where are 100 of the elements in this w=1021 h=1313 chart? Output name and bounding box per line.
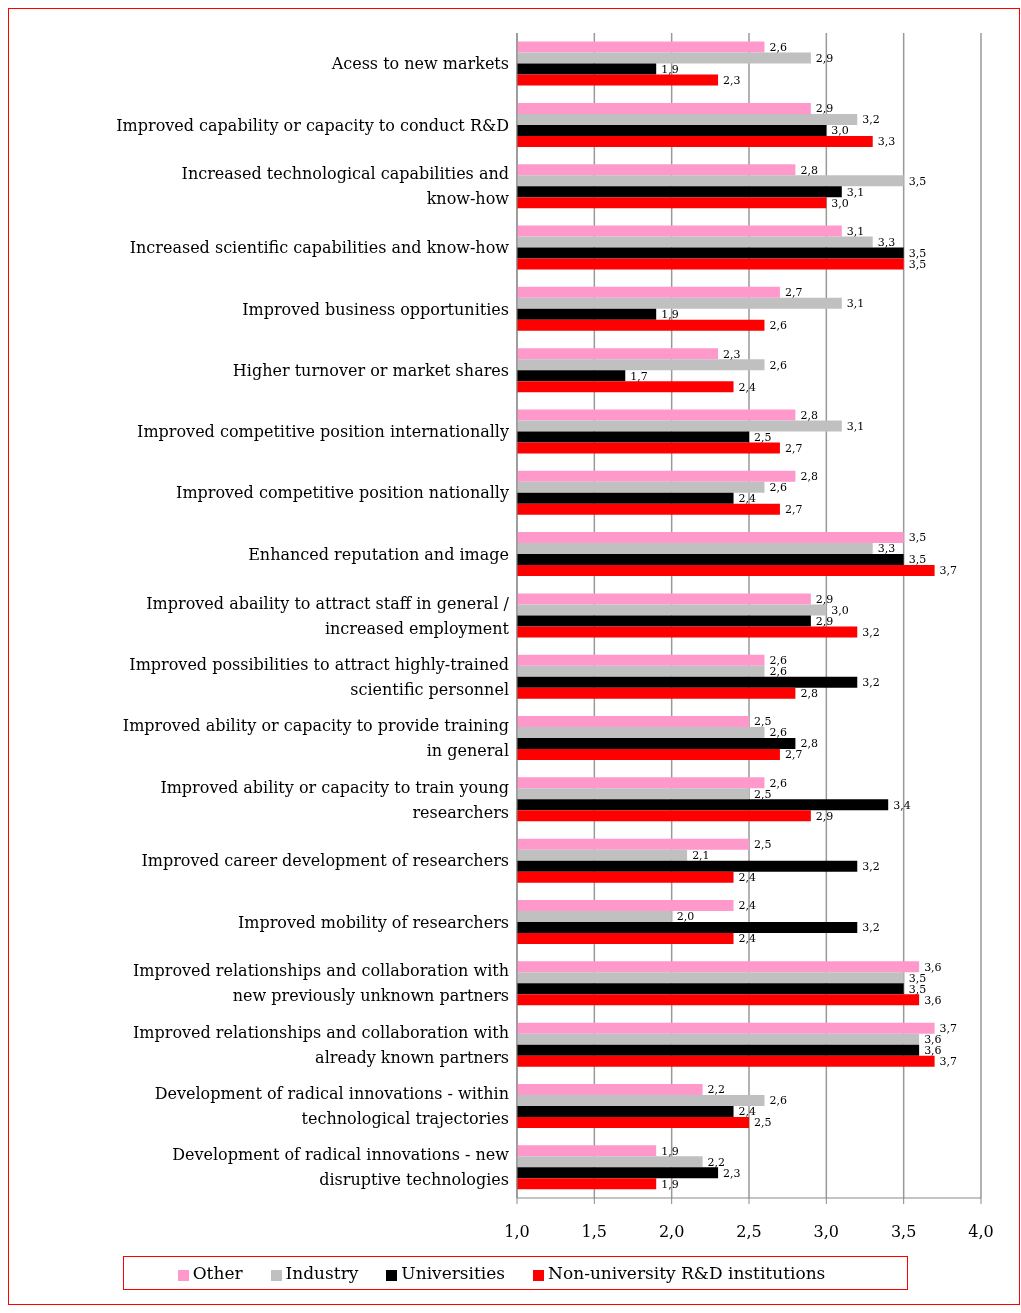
data-label: 2,4: [738, 932, 757, 946]
data-label: 2,6: [769, 319, 787, 333]
data-label: 2,4: [738, 380, 757, 394]
data-label: 2,6: [769, 654, 787, 668]
y-tick-label: Improved possibilities to attract highly-trained scientific personnel: [129, 654, 509, 699]
y-tick-label: Increased technological capabilities and know-how: [181, 164, 510, 209]
data-label: 2,8: [800, 737, 818, 751]
data-label: 1,7: [630, 369, 648, 383]
data-label: 2,5: [754, 430, 772, 444]
data-label: 2,7: [784, 748, 803, 762]
legend-label: Industry: [285, 1263, 359, 1283]
data-label: 3,2: [862, 921, 880, 935]
x-tick-label: 3,5: [890, 1222, 917, 1242]
data-label: 2,2: [707, 1083, 726, 1097]
data-label: 3,1: [846, 224, 865, 238]
data-label: 2,8: [800, 163, 818, 177]
data-label: 2,3: [723, 73, 741, 87]
data-label: 2,8: [800, 687, 818, 701]
x-tick-label: 1,0: [504, 1222, 530, 1242]
data-label: 2,6: [769, 665, 787, 679]
data-label: 2,8: [800, 408, 818, 422]
y-tick-label: Improved mobility of researchers: [237, 912, 509, 932]
data-label: 3,5: [908, 553, 927, 567]
data-label: 2,5: [754, 715, 772, 729]
data-label: 2,6: [769, 40, 787, 54]
data-label: 2,9: [815, 592, 834, 606]
data-label: 3,3: [877, 235, 896, 249]
data-label: 3,2: [862, 625, 880, 639]
data-label: 3,5: [908, 971, 927, 985]
y-tick-label: Improved relationships and collaboration with new previously unknown partners: [133, 961, 509, 1006]
legend-label: Universities: [401, 1263, 506, 1283]
x-tick-label: 3,0: [813, 1222, 840, 1242]
data-label: 3,1: [846, 185, 865, 199]
data-label: 2,9: [815, 102, 834, 116]
y-tick-label: Improved competitive position nationally: [176, 483, 509, 503]
x-tick-label: 2,0: [658, 1222, 685, 1242]
data-label: 2,7: [784, 441, 803, 455]
data-label: 2,7: [784, 286, 803, 300]
data-label: 3,5: [908, 246, 927, 260]
data-label: 2,9: [815, 809, 834, 823]
data-label: 2,2: [707, 1155, 726, 1169]
data-label: 2,9: [815, 51, 834, 65]
y-tick-label: Enhanced reputation and image: [248, 544, 509, 564]
data-label: 2,4: [738, 1105, 757, 1119]
data-label: 3,2: [862, 113, 880, 127]
data-label: 3,2: [862, 860, 880, 874]
data-label: 2,8: [800, 470, 818, 484]
data-label: 3,7: [939, 564, 958, 578]
y-tick-label: Acess to new markets: [330, 54, 509, 74]
data-label: 2,9: [815, 614, 834, 628]
data-label: 3,5: [908, 531, 927, 545]
y-tick-label: Improved competitive position internationally: [137, 422, 509, 442]
data-label: 3,2: [862, 676, 880, 690]
data-label: 2,6: [769, 1094, 787, 1108]
data-label: 2,4: [738, 871, 757, 885]
data-label: 1,9: [661, 308, 679, 322]
y-tick-label: Improved ability or capacity to provide training in general: [122, 716, 509, 761]
legend-label: Other: [192, 1263, 243, 1283]
data-label: 1,9: [661, 62, 679, 76]
data-label: 2,5: [754, 787, 772, 801]
data-label: 3,5: [908, 982, 927, 996]
data-label: 3,0: [831, 603, 849, 617]
data-label: 3,0: [831, 124, 849, 138]
x-tick-label: 1,5: [581, 1222, 608, 1242]
legend-label: Non-university R&D institutions: [548, 1263, 826, 1283]
data-label: 2,4: [738, 899, 757, 913]
x-tick-label: 2,5: [736, 1222, 762, 1242]
data-label: 3,0: [831, 196, 849, 210]
x-tick-label: 4,0: [968, 1222, 994, 1242]
data-label: 1,9: [661, 1144, 679, 1158]
data-label: 2,6: [769, 776, 787, 790]
y-tick-label: Improved relationships and collaboration with already known partners: [133, 1022, 509, 1067]
y-tick-label: Improved capability or capacity to conduct R&D: [116, 115, 509, 135]
data-label: 3,1: [846, 419, 865, 433]
data-label: 3,6: [924, 960, 942, 974]
y-tick-label: Improved abaility to attract staff in general / increased employment: [146, 593, 510, 638]
data-label: 3,7: [939, 1054, 958, 1068]
data-label: 3,1: [846, 297, 865, 311]
data-label: 1,9: [661, 1177, 679, 1191]
y-tick-label: Development of radical innovations - within technological trajectories: [154, 1084, 509, 1129]
y-tick-label: Improved business opportunities: [242, 299, 509, 319]
data-label: 3,3: [877, 542, 896, 556]
data-label: 2,0: [676, 910, 695, 924]
data-label: 3,5: [908, 257, 927, 271]
data-label: 2,6: [769, 481, 787, 495]
data-label: 3,4: [893, 798, 911, 812]
y-tick-label: Development of radical innovations - new disruptive technologies: [172, 1145, 510, 1190]
data-label: 2,6: [769, 726, 787, 740]
data-label: 3,6: [924, 1032, 942, 1046]
y-tick-label: Higher turnover or market shares: [232, 360, 509, 380]
y-tick-label: Improved career development of researchers: [141, 851, 509, 871]
data-label: 2,5: [754, 838, 772, 852]
data-label: 2,3: [723, 347, 741, 361]
y-tick-label: Increased scientific capabilities and know-how: [129, 238, 510, 258]
data-label: 2,4: [738, 492, 757, 506]
data-label: 3,6: [924, 993, 942, 1007]
data-label: 2,1: [692, 849, 710, 863]
data-label: 3,6: [924, 1043, 942, 1057]
data-label: 3,3: [877, 135, 896, 149]
y-tick-label: Improved ability or capacity to train young researchers: [160, 777, 509, 822]
